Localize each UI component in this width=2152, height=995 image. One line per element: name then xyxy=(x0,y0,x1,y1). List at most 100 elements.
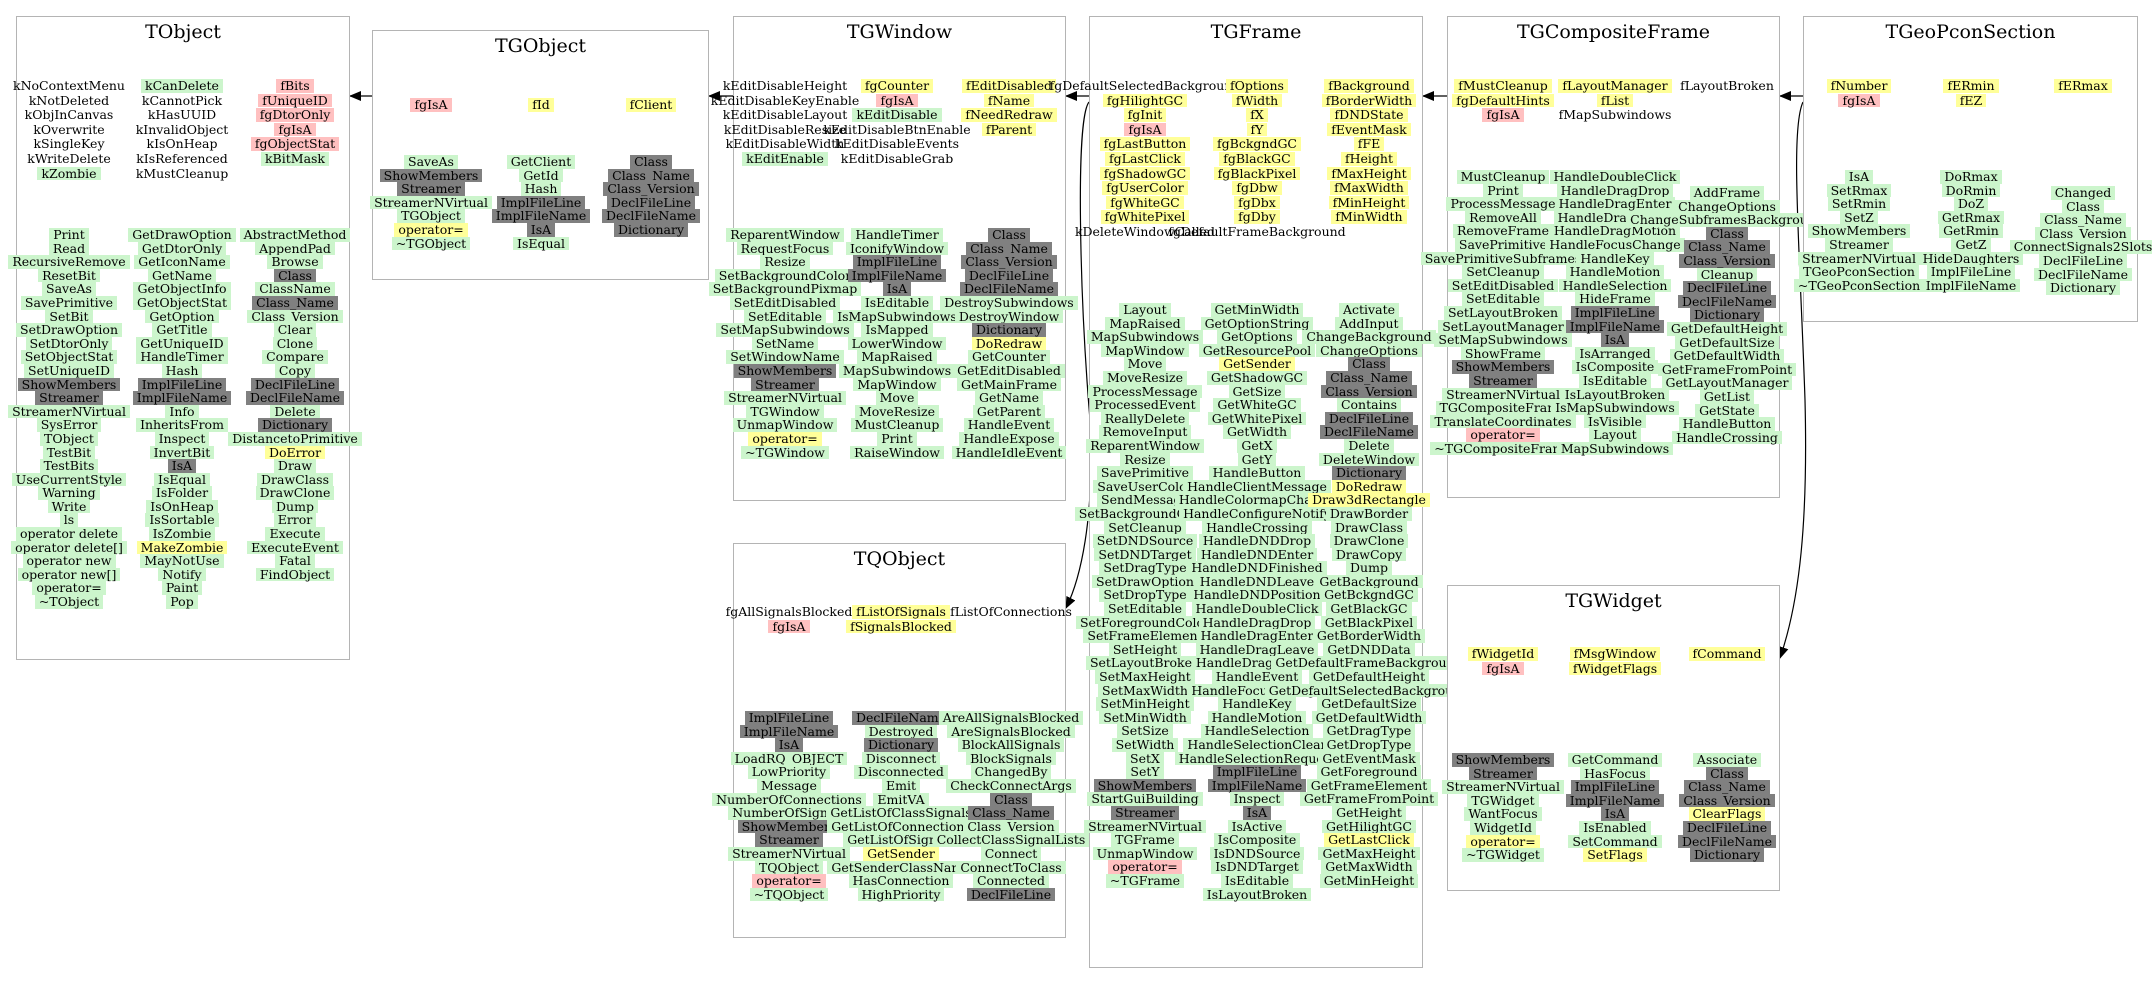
member-field: fWidgetFlags xyxy=(1568,661,1662,676)
member-method: RaiseWindow xyxy=(850,445,944,460)
member-field: fgIsA xyxy=(876,93,918,108)
member-field: kCanDelete xyxy=(141,79,223,93)
member-method: GetOption xyxy=(145,309,219,324)
member-field: fgAllSignalsBlocked xyxy=(725,604,853,619)
member-method: ShowMembers xyxy=(1807,224,1911,238)
member-method: GetBackground xyxy=(1315,575,1423,589)
member-field: fgIsA xyxy=(1124,123,1166,137)
member-method: SetCommand xyxy=(1568,834,1662,849)
member-method: DeclFileName xyxy=(851,711,951,725)
member-method: HandleDragEnter xyxy=(1196,629,1318,643)
member-method: SetLayoutManager xyxy=(1438,319,1568,334)
member-method: operator= xyxy=(1466,428,1540,442)
member-method: SetObjectStat xyxy=(20,350,118,364)
member-method: ImplFileLine xyxy=(744,711,834,725)
member-field: kNotDeleted xyxy=(28,92,110,108)
member-method: HandleDragDrop xyxy=(1556,183,1674,198)
member-method: Disconnect xyxy=(861,752,941,766)
member-field: fWidgetId xyxy=(1467,647,1539,661)
method-column: MustCleanup Print ProcessMessage RemoveAll R… xyxy=(1420,170,1586,456)
member-method: SetDropType xyxy=(1099,588,1191,603)
member-method: GetBlackGC xyxy=(1326,602,1412,616)
member-method: Class xyxy=(274,269,316,283)
member-method: SetMaxWidth xyxy=(1098,684,1192,698)
member-field: fgLastClick xyxy=(1105,152,1185,166)
member-method: GetDefaultFrameBackground xyxy=(1271,656,1467,671)
member-method: operator delete[] xyxy=(11,541,127,555)
member-method: ImplFileLine xyxy=(137,377,227,392)
member-method: RemoveAll xyxy=(1465,211,1541,225)
member-method: Streamer xyxy=(35,391,103,405)
member-method: Destroyed xyxy=(864,724,938,739)
member-method: SetBackgroundPixmap xyxy=(708,282,862,296)
field-column: fBackground fBorderWidth fDNDState fEventMa… xyxy=(1314,79,1424,224)
member-method: GetMinWidth xyxy=(1210,303,1304,317)
member-field: fgIsA xyxy=(1482,108,1524,122)
method-column: GetClient GetId Hash ImplFileLine ImplFileNa… xyxy=(491,155,591,251)
member-method: GetBorderWidth xyxy=(1312,629,1426,643)
member-method: SetEditDisabled xyxy=(1447,279,1559,293)
member-method: ReallyDelete xyxy=(1100,412,1190,426)
member-field: kIsOnHeap xyxy=(146,136,218,152)
member-method: DistancetoPrimitive xyxy=(228,432,362,446)
member-method: Class_Version xyxy=(2035,227,2131,241)
member-method: HandleMotion xyxy=(1207,711,1307,725)
member-method: GetSenderClassName xyxy=(827,860,975,875)
class-box-tgobject: TGObject fgIsA fId fClient SaveAs ShowMem… xyxy=(370,30,709,280)
field-column: fListOfConnections xyxy=(950,605,1072,619)
member-method: ShowMembers xyxy=(1093,779,1197,793)
member-method: operator= xyxy=(394,223,468,237)
member-field: fgDefaultSelectedBackground xyxy=(1049,78,1241,93)
member-field: fERmax xyxy=(2054,79,2112,93)
member-field: fLayoutBroken xyxy=(1680,78,1774,93)
member-method: Dump xyxy=(272,500,318,514)
member-method: HandleEvent xyxy=(1211,670,1303,684)
member-method: GetLastClick xyxy=(1324,833,1414,847)
member-method: IsA xyxy=(1600,807,1630,821)
member-method: HighPriority xyxy=(857,888,945,902)
member-method: DeclFileLine xyxy=(606,196,696,210)
member-method: UnmapWindow xyxy=(732,418,838,432)
member-method: GetCounter xyxy=(968,350,1050,364)
field-column: fMustCleanup fgDefaultHints fgIsA xyxy=(1448,79,1558,122)
member-method: HandleColormapChange xyxy=(1174,493,1340,507)
member-method: MustCleanup xyxy=(1456,170,1550,184)
method-column: ImplFileLine ImplFileName IsA LoadRQ_OBJECT… xyxy=(712,711,866,902)
member-method: MapSubwindows xyxy=(838,364,956,378)
member-method: IsA xyxy=(774,738,804,752)
member-method: MakeZombie xyxy=(136,541,228,555)
method-column: GetCommand HasFocus ImplFileLine ImplFileNa… xyxy=(1560,753,1670,862)
member-method: SavePrimitive xyxy=(1454,238,1552,252)
member-method: TGeoPconSection xyxy=(1799,265,1919,279)
member-method: GetState xyxy=(1695,403,1759,418)
field-column: fEditDisabled fName fNeedRedraw fParent xyxy=(954,79,1064,137)
member-method: DrawClass xyxy=(257,473,333,487)
member-method: Dump xyxy=(1346,561,1392,575)
member-method: ReparentWindow xyxy=(1086,439,1204,453)
member-field: fOptions xyxy=(1226,79,1288,93)
member-method: StartGuiBuilding xyxy=(1087,792,1203,806)
member-method: InheritsFrom xyxy=(136,418,228,432)
member-method: Class xyxy=(2062,199,2104,214)
member-method: ImplFileName xyxy=(1207,779,1307,793)
member-method: TQObject xyxy=(754,860,824,875)
member-method: operator= xyxy=(32,581,106,596)
member-method: Class_Name xyxy=(2040,213,2126,227)
member-method: GetDNDData xyxy=(1323,643,1415,657)
method-column: ShowMembers Streamer StreamerNVirtual TGWid… xyxy=(1442,753,1564,862)
member-method: Disconnected xyxy=(854,765,948,779)
member-field: fgShadowGC xyxy=(1099,166,1191,181)
member-field: kIsReferenced xyxy=(136,150,228,166)
member-method: GetCommand xyxy=(1567,753,1663,767)
field-column: fWidgetId fgIsA xyxy=(1448,647,1558,676)
member-field: fgUserColor xyxy=(1102,181,1188,195)
member-method: GetFrameFromPoint xyxy=(1657,363,1797,377)
member-method: Delete xyxy=(270,405,320,419)
member-method: MapWindow xyxy=(1101,344,1189,358)
member-field: fgDtorOnly xyxy=(255,108,335,122)
member-method: SetDrawOption xyxy=(1092,575,1198,589)
field-column: fgCounter fgIsA kEditDisable kEditDisableBt… xyxy=(823,79,970,166)
member-field: fName xyxy=(983,93,1035,108)
class-title: TGWidget xyxy=(1565,590,1662,612)
